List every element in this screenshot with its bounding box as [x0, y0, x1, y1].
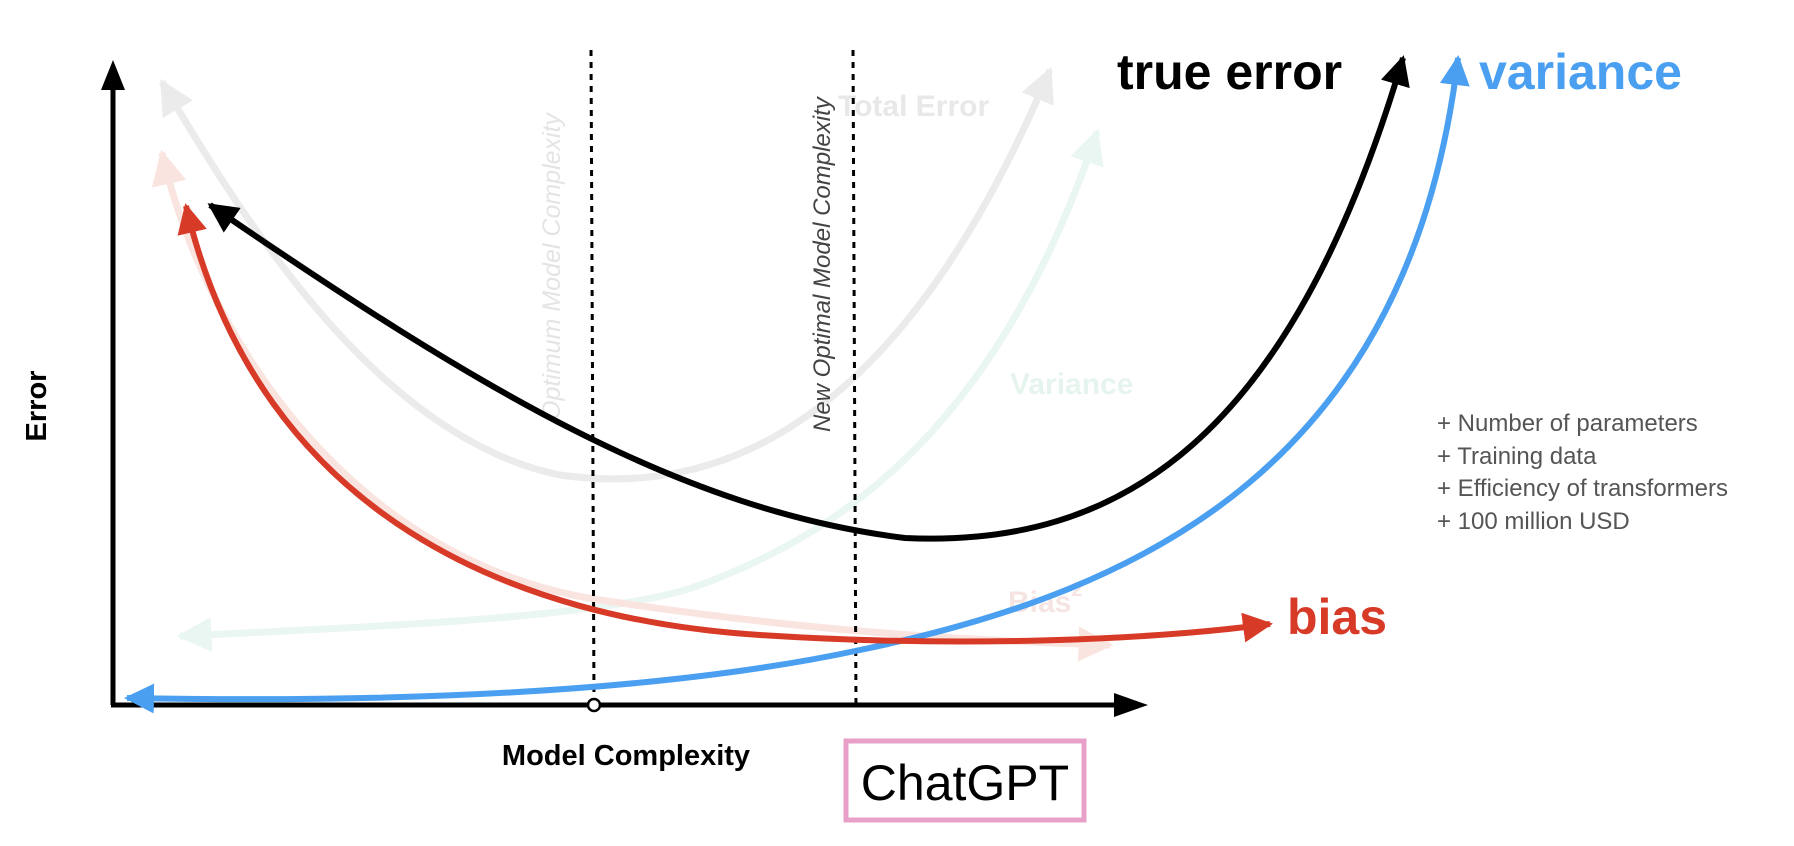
- ghost-optimum-label: Optimum Model Complexity: [538, 111, 566, 420]
- true-error-label: true error: [1117, 44, 1342, 100]
- true-error-curve: [207, 55, 1410, 542]
- variance-label: variance: [1479, 44, 1682, 100]
- optimum-complexity-line: [589, 49, 596, 701]
- optimum-marker: [586, 697, 602, 713]
- chatgpt-highlight-box: [843, 738, 1087, 823]
- ghost-variance-curve: [176, 128, 1104, 653]
- x-axis-arrowhead: [1114, 693, 1148, 717]
- new-optimal-complexity-label: New Optimal Model Complexity: [809, 95, 836, 432]
- bias-label: bias: [1287, 589, 1387, 645]
- y-axis-arrowhead: [101, 60, 125, 90]
- factor-training-data: + Training data: [1437, 443, 1597, 470]
- ghost-total-error-label: Total Error: [838, 90, 989, 123]
- y-axis-label: Error: [21, 371, 53, 442]
- factor-parameters: + Number of parameters: [1437, 410, 1698, 437]
- factor-transformers: + Efficiency of transformers: [1437, 475, 1728, 502]
- x-axis-label: Model Complexity: [502, 740, 750, 772]
- factor-cost: + 100 million USD: [1437, 508, 1630, 535]
- ghost-variance-label: Variance: [1010, 368, 1133, 401]
- chatgpt-label: ChatGPT: [861, 755, 1069, 811]
- bias-curve: [177, 203, 1273, 645]
- new-optimal-complexity-line: [851, 49, 858, 709]
- variance-curve: [124, 55, 1470, 714]
